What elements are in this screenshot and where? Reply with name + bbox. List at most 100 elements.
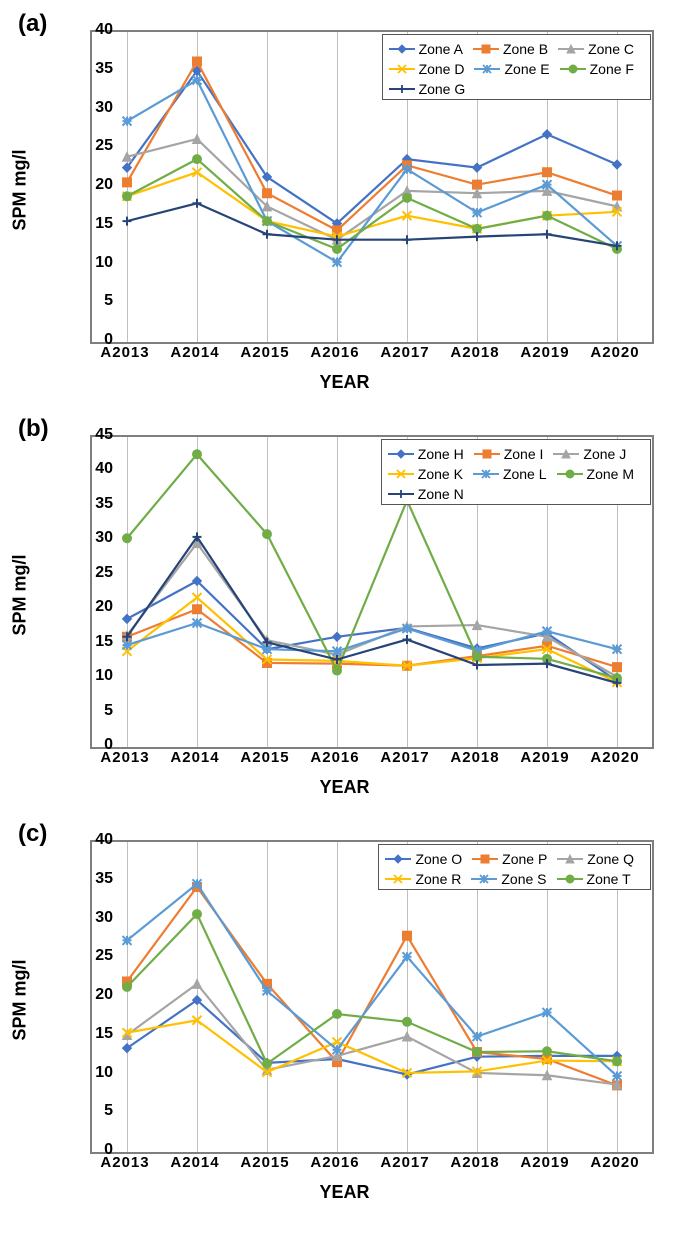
series-marker (473, 652, 482, 661)
series-marker (193, 76, 202, 85)
legend-item: Zone O (385, 851, 462, 867)
x-tick: A2013 (100, 749, 149, 766)
legend-marker-icon (394, 447, 408, 461)
series-marker (263, 1059, 272, 1068)
legend-marker-icon (480, 447, 494, 461)
series-marker (403, 165, 412, 174)
series-marker (263, 230, 272, 239)
y-tick: 15 (95, 215, 113, 233)
legend-label: Zone B (503, 41, 548, 57)
legend-marker-icon (559, 447, 573, 461)
legend-label: Zone Q (587, 851, 634, 867)
x-tick: A2017 (380, 344, 429, 361)
x-tick: A2019 (520, 1154, 569, 1171)
legend-item: Zone B (473, 41, 548, 57)
legend-label: Zone D (419, 61, 465, 77)
series-marker (473, 208, 482, 217)
x-tick: A2020 (590, 749, 639, 766)
legend-line-icon (389, 48, 415, 50)
y-tick: 40 (95, 21, 113, 39)
x-tick: A2015 (240, 1154, 289, 1171)
legend-line-icon (557, 878, 583, 880)
y-tick: 10 (95, 1064, 113, 1082)
x-axis-label: YEAR (10, 372, 679, 393)
series-marker (333, 632, 342, 641)
series-marker (543, 1047, 552, 1056)
legend-item: Zone N (388, 486, 464, 502)
legend-marker-icon (394, 487, 408, 501)
y-tick: 5 (104, 292, 113, 310)
y-axis-label: SPM mg/l (10, 149, 31, 230)
series-marker (333, 245, 342, 254)
legend-item: Zone J (553, 446, 626, 462)
series-marker (543, 130, 552, 139)
series-marker (193, 57, 202, 66)
series-marker (543, 627, 552, 636)
series-marker (193, 879, 202, 888)
legend-item: Zone C (558, 41, 634, 57)
legend-item: Zone L (473, 466, 547, 482)
legend-marker-icon (391, 852, 405, 866)
series-marker (543, 211, 552, 220)
legend-marker-icon (391, 872, 405, 886)
legend-line-icon (388, 453, 414, 455)
legend-marker-icon (480, 62, 494, 76)
y-tick: 40 (95, 831, 113, 849)
series-marker (473, 232, 482, 241)
legend-label: Zone T (587, 871, 631, 887)
series-marker (613, 191, 622, 200)
y-tick: 40 (95, 460, 113, 478)
series-marker (123, 936, 132, 945)
legend-line-icon (473, 48, 499, 50)
legend-line-icon (389, 68, 415, 70)
y-tick: 30 (95, 99, 113, 117)
series-marker (263, 189, 272, 198)
y-tick: 10 (95, 667, 113, 685)
legend-line-icon (473, 473, 499, 475)
y-tick: 35 (95, 870, 113, 888)
legend: Zone HZone IZone JZone KZone LZone MZone… (381, 439, 651, 505)
series-marker (193, 619, 202, 628)
legend-line-icon (388, 493, 414, 495)
y-tick: 20 (95, 176, 113, 194)
series-marker (193, 605, 202, 614)
series-marker (473, 1032, 482, 1041)
legend-item: Zone T (557, 871, 631, 887)
series-marker (193, 910, 202, 919)
x-tick: A2016 (310, 1154, 359, 1171)
y-tick: 5 (104, 1102, 113, 1120)
legend-label: Zone E (504, 61, 549, 77)
y-tick: 35 (95, 60, 113, 78)
legend-label: Zone A (419, 41, 463, 57)
legend-marker-icon (478, 852, 492, 866)
series-marker (403, 193, 412, 202)
legend-item: Zone Q (557, 851, 634, 867)
x-tick: A2013 (100, 1154, 149, 1171)
x-tick: A2018 (450, 749, 499, 766)
legend-label: Zone S (501, 871, 546, 887)
legend-item: Zone E (474, 61, 549, 77)
y-tick: 45 (95, 426, 113, 444)
x-tick: A2013 (100, 344, 149, 361)
legend-marker-icon (566, 62, 580, 76)
panel-label: (b) (18, 415, 49, 443)
legend-line-icon (389, 88, 415, 90)
legend-item: Zone F (560, 61, 634, 77)
x-tick: A2016 (310, 749, 359, 766)
series-marker (193, 155, 202, 164)
y-tick: 10 (95, 254, 113, 272)
series-marker (123, 192, 132, 201)
chart-panel-b: (b)051015202530354045A2013A2014A2015A201… (10, 415, 679, 815)
series-marker (263, 217, 272, 226)
series-marker (123, 217, 132, 226)
y-tick: 30 (95, 529, 113, 547)
legend-item: Zone M (557, 466, 634, 482)
legend-line-icon (557, 473, 583, 475)
x-tick: A2015 (240, 344, 289, 361)
series-marker (613, 645, 622, 654)
x-tick: A2017 (380, 1154, 429, 1171)
series-marker (473, 1048, 482, 1057)
x-tick: A2019 (520, 344, 569, 361)
panel-label: (c) (18, 820, 47, 848)
legend-line-icon (385, 858, 411, 860)
